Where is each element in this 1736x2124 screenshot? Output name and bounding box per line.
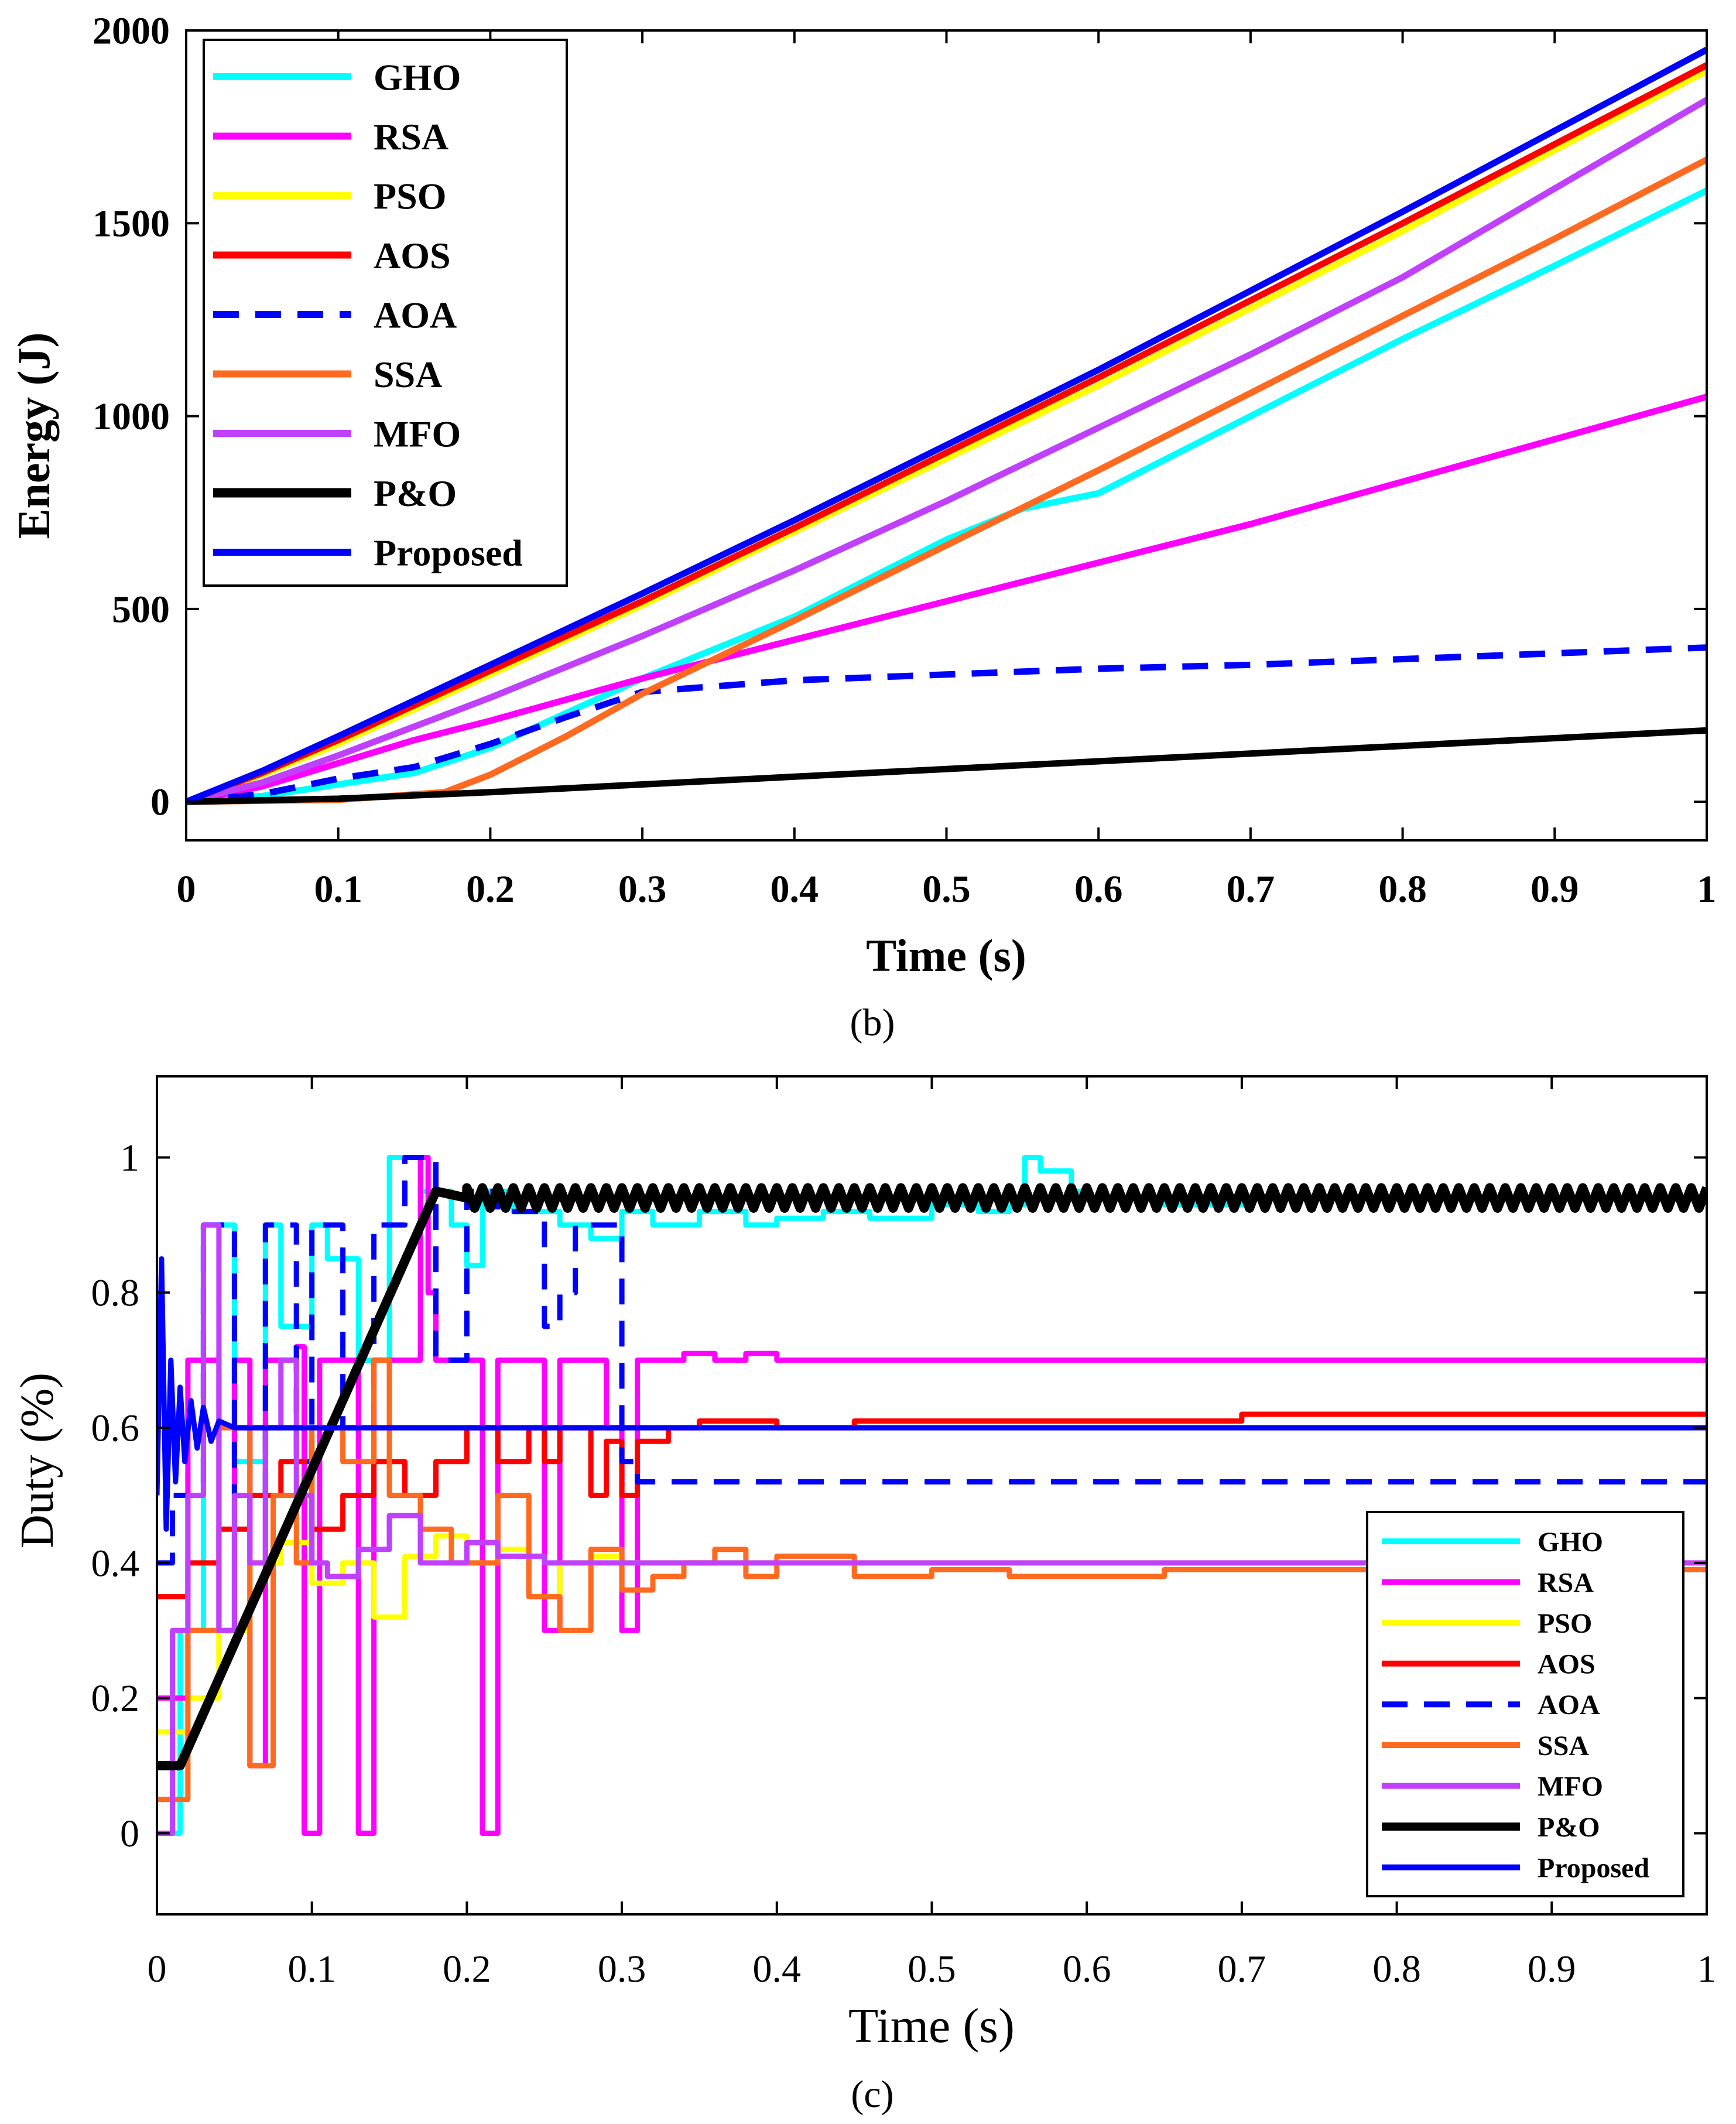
duty-axes: 0 0.1 0.2 0.3 0.4 0.5 0.6 0.7 0.8 0.9 1 0 0.2 0.4 0.6 0… [91, 1076, 1717, 1990]
energy-series-lines [186, 47, 1707, 805]
energy-legend-label-gho: GHO [374, 56, 461, 98]
energy-x-tick-label: 0 [177, 868, 196, 911]
duty-x-tick-label: 0.3 [598, 1948, 646, 1990]
energy-legend-label-proposed: Proposed [374, 532, 523, 573]
duty-legend-label-aoa: AOA [1538, 1689, 1600, 1721]
energy-panel-caption: (b) [850, 1001, 895, 1044]
duty-series-gho [157, 1155, 1707, 1836]
duty-y-axis-label: Duty (%) [12, 1373, 63, 1548]
energy-series-p-and-o [186, 727, 1707, 805]
energy-x-tick-label: 0.6 [1074, 868, 1123, 911]
energy-x-tick-label: 0.1 [314, 868, 362, 911]
energy-x-tick-label: 0.8 [1378, 868, 1427, 911]
duty-chart: 0 0.1 0.2 0.3 0.4 0.5 0.6 0.7 0.8 0.9 1 0 0.2 0.4 0.6 0… [12, 1075, 1717, 2116]
energy-legend-label-pso: PSO [374, 175, 446, 217]
duty-x-tick-label: 0.7 [1218, 1948, 1266, 1990]
energy-x-tick-label: 1 [1697, 868, 1717, 911]
duty-legend-label-gho: GHO [1538, 1527, 1603, 1558]
duty-x-tick-label: 0.8 [1372, 1948, 1421, 1990]
duty-x-tick-label: 0.6 [1063, 1948, 1111, 1990]
energy-series-mfo [186, 97, 1707, 805]
duty-x-axis-label: Time (s) [848, 1999, 1015, 2053]
duty-legend-label-mfo: MFO [1538, 1771, 1603, 1802]
energy-y-axis-label: Energy (J) [8, 332, 59, 539]
energy-legend: GHO RSA PSO AOS AOA SSA MFO P&O Proposed [203, 39, 568, 587]
duty-legend-label-aos: AOS [1538, 1649, 1595, 1680]
energy-legend-label-aos: AOS [374, 235, 451, 276]
energy-x-tick-label: 0.5 [922, 868, 971, 911]
energy-x-tick-label: 0.2 [466, 868, 515, 911]
duty-y-tick-label: 0.8 [91, 1272, 140, 1315]
energy-x-tick-label: 0.4 [771, 868, 819, 911]
duty-x-tick-label: 0.9 [1528, 1948, 1576, 1990]
energy-x-tick-label: 0.9 [1530, 868, 1579, 911]
duty-x-tick-label: 0.2 [443, 1948, 491, 1990]
duty-legend-label-ssa: SSA [1538, 1730, 1589, 1762]
duty-legend-label-rsa: RSA [1538, 1567, 1594, 1598]
duty-series-p-and-o [157, 1183, 1707, 1771]
duty-legend-label-p-and-o: P&O [1538, 1812, 1600, 1843]
duty-x-tick-label: 0.5 [908, 1948, 956, 1990]
energy-x-tick-label: 0.7 [1227, 868, 1275, 911]
energy-y-tick-label: 500 [112, 588, 170, 631]
energy-y-tick-label: 1000 [93, 395, 170, 438]
duty-legend: GHO RSA PSO AOS AOA SSA MFO P&O Proposed [1366, 1511, 1684, 1897]
energy-series-gho [186, 187, 1707, 805]
energy-series-proposed [186, 47, 1707, 805]
energy-legend-label-p-and-o: P&O [374, 473, 457, 514]
duty-legend-box [1366, 1511, 1684, 1897]
duty-legend-label-proposed: Proposed [1538, 1853, 1649, 1884]
energy-legend-label-mfo: MFO [374, 413, 461, 454]
duty-x-tick-label: 0 [148, 1948, 167, 1990]
duty-y-tick-label: 0.6 [91, 1407, 140, 1450]
energy-axes: 0 0.1 0.2 0.3 0.4 0.5 0.6 0.7 0.8 0.9 1 0 500 1000 150… [93, 9, 1717, 911]
duty-y-tick-label: 0.2 [91, 1677, 140, 1720]
energy-legend-label-ssa: SSA [374, 354, 442, 395]
energy-series-pso [186, 68, 1707, 805]
energy-legend-label-aoa: AOA [374, 294, 457, 336]
duty-x-tick-label: 0.1 [287, 1948, 336, 1990]
duty-legend-label-pso: PSO [1538, 1608, 1592, 1639]
duty-x-tick-label: 1 [1697, 1948, 1717, 1990]
duty-series-lines [157, 1155, 1707, 1836]
energy-y-tick-label: 2000 [93, 9, 170, 52]
duty-y-tick-label: 0 [120, 1812, 139, 1855]
duty-series-ssa [157, 1357, 1707, 1803]
energy-chart: 0 0.1 0.2 0.3 0.4 0.5 0.6 0.7 0.8 0.9 1 0 500 1000 150… [8, 9, 1717, 1044]
energy-y-tick-label: 1500 [93, 203, 170, 245]
duty-series-mfo [157, 1222, 1707, 1836]
energy-series-aos [186, 62, 1707, 805]
energy-series-rsa [186, 394, 1707, 805]
duty-y-tick-label: 0.4 [91, 1542, 140, 1585]
energy-legend-label-rsa: RSA [374, 116, 448, 158]
energy-x-tick-label: 0.3 [618, 868, 667, 911]
duty-y-tick-label: 1 [120, 1137, 139, 1179]
energy-y-tick-label: 0 [150, 781, 170, 824]
energy-x-axis-label: Time (s) [866, 930, 1026, 981]
duty-series-proposed [157, 1256, 1707, 1532]
duty-x-tick-label: 0.4 [753, 1948, 802, 1990]
duty-panel-caption: (c) [851, 2073, 893, 2116]
